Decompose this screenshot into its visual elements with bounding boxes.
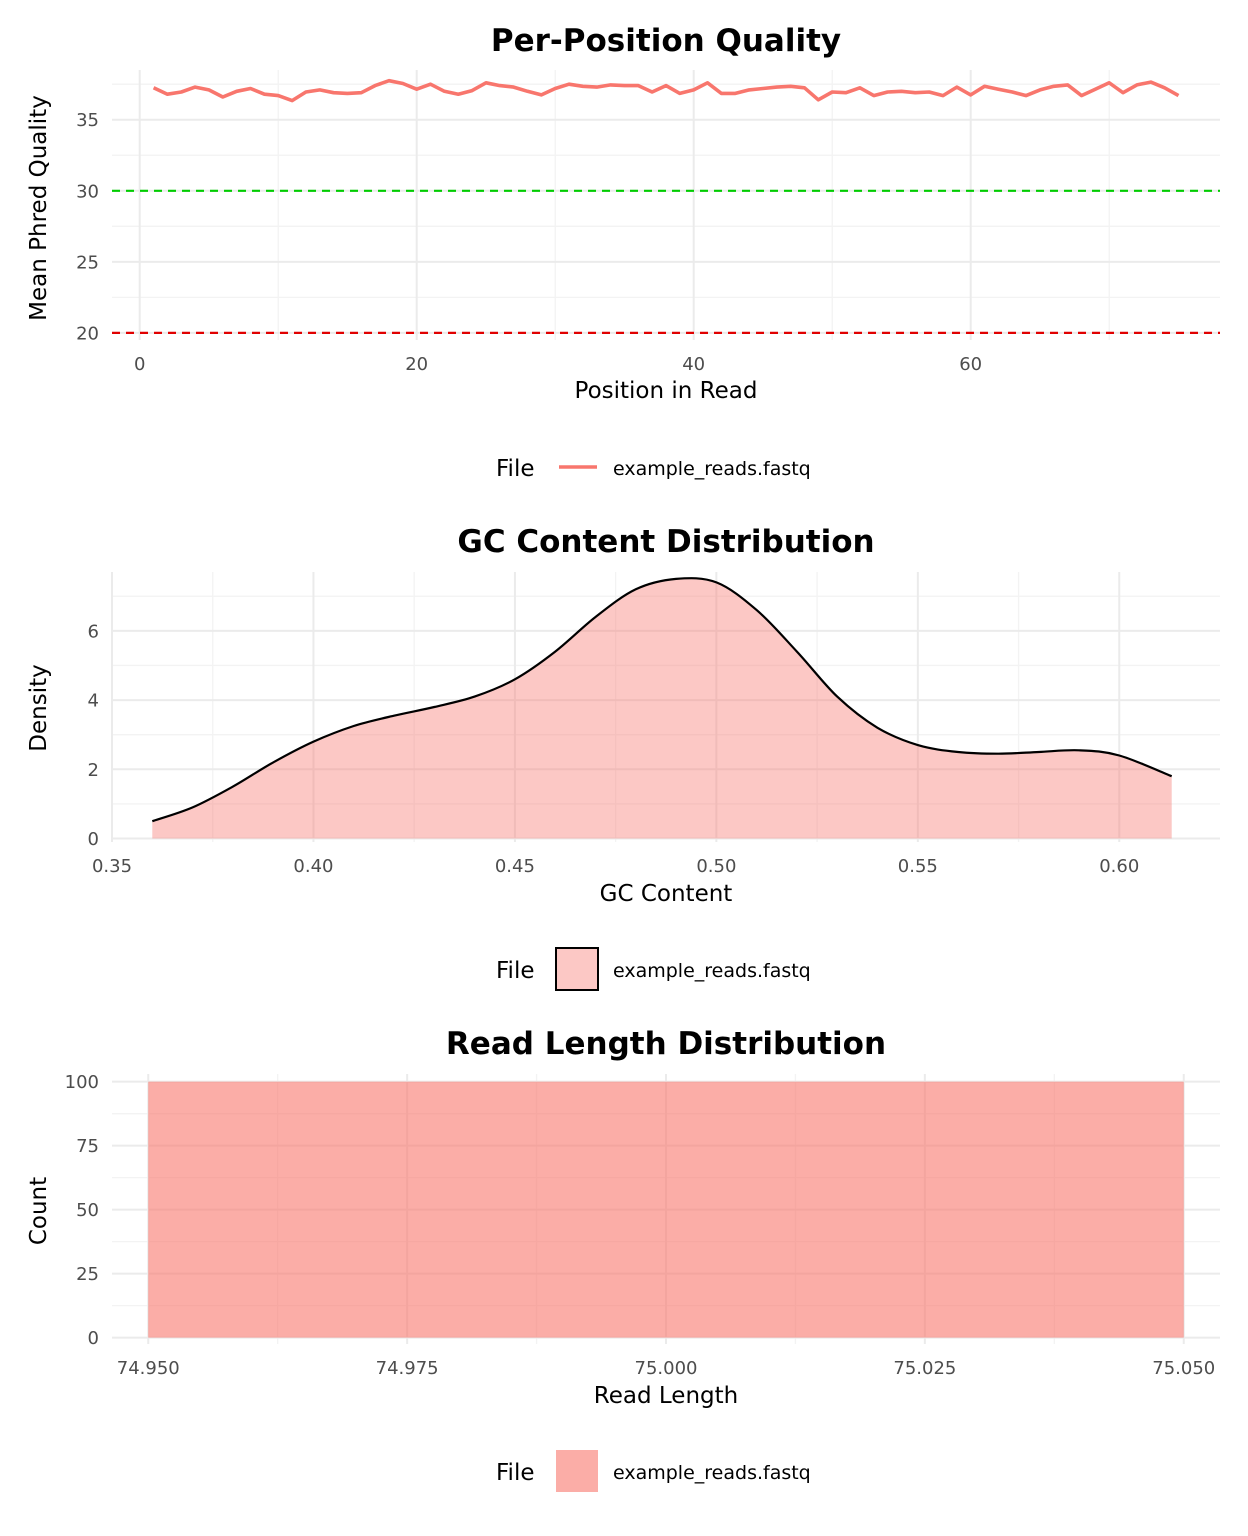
x-tick-label: 0 <box>134 354 145 375</box>
x-tick-label: 74.975 <box>376 1358 439 1379</box>
y-tick-label: 35 <box>76 110 99 131</box>
y-tick-label: 0 <box>88 1328 99 1349</box>
length-x-ticks: 74.950 74.975 75.000 75.025 75.050 <box>117 1358 1215 1379</box>
x-tick-label: 60 <box>959 354 982 375</box>
histogram-bar <box>148 1081 1184 1338</box>
length-legend-key <box>556 1450 598 1492</box>
y-tick-label: 0 <box>88 829 99 850</box>
length-y-ticks: 0 25 50 75 100 <box>65 1072 99 1349</box>
length-legend-label: example_reads.fastq <box>613 1462 811 1484</box>
quality-legend-title: File <box>496 456 535 482</box>
x-tick-label: 40 <box>682 354 705 375</box>
quality-grid <box>112 70 1220 340</box>
quality-chart-title: Per-Position Quality <box>491 23 841 59</box>
quality-y-ticks: 20 25 30 35 <box>76 110 99 344</box>
x-tick-label: 75.025 <box>893 1358 956 1379</box>
gc-legend-title: File <box>496 958 535 984</box>
length-legend-title: File <box>496 1460 535 1486</box>
quality-threshold-lines <box>112 189 1220 334</box>
gc-x-ticks: 0.35 0.40 0.45 0.50 0.55 0.60 <box>92 856 1139 877</box>
y-tick-label: 50 <box>76 1200 99 1221</box>
length-x-axis-title: Read Length <box>594 1383 738 1409</box>
gc-density-area <box>152 578 1172 839</box>
quality-x-ticks: 0 20 40 60 <box>134 354 982 375</box>
y-tick-label: 25 <box>76 252 99 273</box>
quality-series-line <box>152 78 1180 103</box>
y-tick-label: 4 <box>88 691 99 712</box>
x-tick-label: 75.000 <box>635 1358 698 1379</box>
quality-panel: Per-Position Quality 0 20 40 60 20 25 30 35 Po… <box>26 23 1220 482</box>
x-tick-label: 20 <box>405 354 428 375</box>
gc-legend: File example_reads.fastq <box>496 947 811 991</box>
x-tick-label: 74.950 <box>117 1358 180 1379</box>
y-tick-label: 100 <box>65 1072 99 1093</box>
y-tick-label: 75 <box>76 1136 99 1157</box>
length-bars <box>148 1081 1184 1338</box>
x-tick-label: 75.050 <box>1152 1358 1215 1379</box>
length-y-axis-title: Count <box>26 1177 52 1245</box>
gc-legend-label: example_reads.fastq <box>613 960 811 982</box>
x-tick-label: 0.40 <box>293 856 333 877</box>
gc-chart-title: GC Content Distribution <box>457 524 874 560</box>
x-tick-label: 0.45 <box>495 856 535 877</box>
length-panel: Read Length Distribution 74.950 74.975 75.… <box>26 1026 1220 1492</box>
y-tick-label: 2 <box>88 760 99 781</box>
quality-x-axis-title: Position in Read <box>575 378 758 404</box>
gc-panel: GC Content Distribution 0.35 0.40 0.45 0.50… <box>26 524 1220 991</box>
x-tick-label: 0.55 <box>898 856 938 877</box>
y-tick-label: 30 <box>76 181 99 202</box>
gc-grid <box>111 572 1220 842</box>
y-tick-label: 20 <box>76 323 99 344</box>
gc-legend-key <box>555 947 599 991</box>
quality-legend: File example_reads.fastq <box>496 456 811 482</box>
x-tick-label: 0.35 <box>92 856 132 877</box>
y-tick-label: 25 <box>76 1264 99 1285</box>
gc-y-axis-title: Density <box>26 664 52 751</box>
length-legend: File example_reads.fastq <box>496 1450 811 1492</box>
gc-y-ticks: 0 2 4 6 <box>88 621 99 850</box>
gc-x-axis-title: GC Content <box>600 881 733 907</box>
x-tick-label: 0.60 <box>1099 856 1139 877</box>
length-chart-title: Read Length Distribution <box>446 1026 886 1062</box>
gc-density-curve <box>151 577 1173 823</box>
quality-legend-label: example_reads.fastq <box>613 458 811 480</box>
x-tick-label: 0.50 <box>696 856 736 877</box>
y-tick-label: 6 <box>88 621 99 642</box>
quality-y-axis-title: Mean Phred Quality <box>26 95 52 321</box>
